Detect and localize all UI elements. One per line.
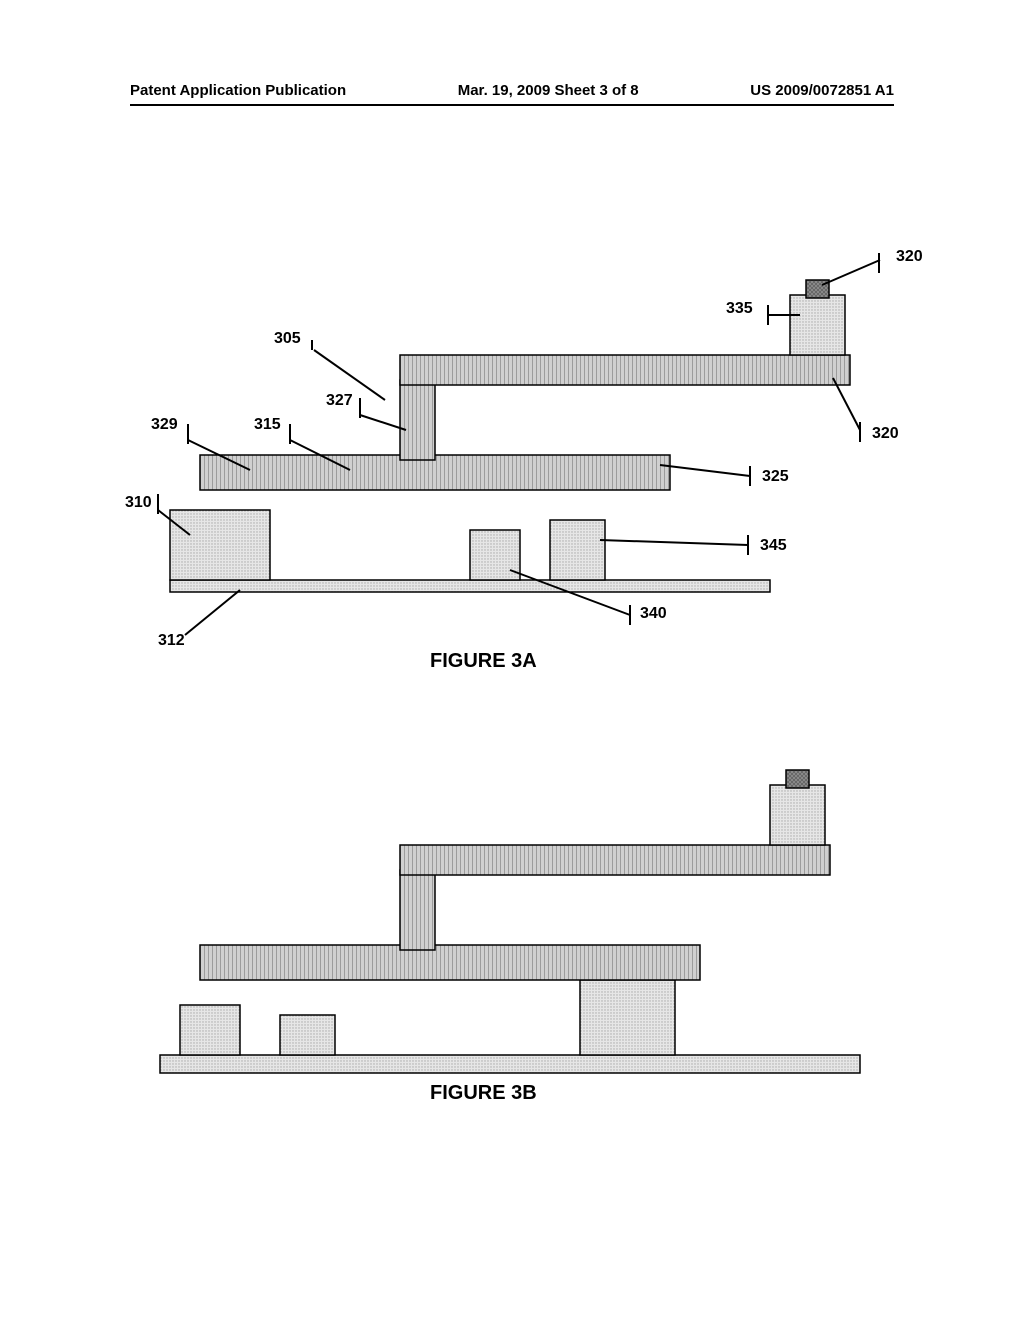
shape-b-335 [770,785,825,845]
figure-3a-title: FIGURE 3A [430,650,537,673]
shape-310 [170,510,270,580]
figure-3a-svg [100,240,920,700]
leader-312 [185,590,240,635]
shape-327 [400,380,435,460]
shape-340 [470,530,520,580]
shape-b-320-cap [786,770,809,788]
header-rule [130,104,894,106]
label-315: 315 [254,416,281,434]
shape-312 [170,580,770,592]
shape-b-327 [400,870,435,950]
header-center: Mar. 19, 2009 Sheet 3 of 8 [458,82,639,99]
label-327: 327 [326,392,353,410]
shape-b-320-bar [400,845,830,875]
header-right: US 2009/0072851 A1 [750,82,894,99]
leader-325 [660,465,750,486]
leader-320t [822,253,880,285]
shape-b-block1 [180,1005,240,1055]
label-345: 345 [760,537,787,555]
shape-b-block2 [280,1015,335,1055]
leader-327 [360,398,406,430]
label-320t: 320 [896,248,923,266]
page-header: Patent Application Publication Mar. 19, … [0,82,1024,99]
figure-3b-svg [100,730,920,1100]
label-329: 329 [151,416,178,434]
leader-345 [600,535,748,555]
shape-320-bar [400,355,850,385]
leader-305 [312,340,385,400]
header-left: Patent Application Publication [130,82,346,99]
label-335: 335 [726,300,753,318]
label-305: 305 [274,330,301,348]
shape-b-325 [200,945,700,980]
shape-345 [550,520,605,580]
shape-335 [790,295,845,355]
label-310: 310 [125,494,152,512]
shape-b-base [160,1055,860,1073]
label-325: 325 [762,468,789,486]
shape-b-block-r [580,980,675,1055]
label-320r: 320 [872,425,899,443]
label-340: 340 [640,605,667,623]
label-312: 312 [158,632,185,650]
figure-3b-title: FIGURE 3B [430,1082,537,1105]
leader-320r [833,378,860,442]
